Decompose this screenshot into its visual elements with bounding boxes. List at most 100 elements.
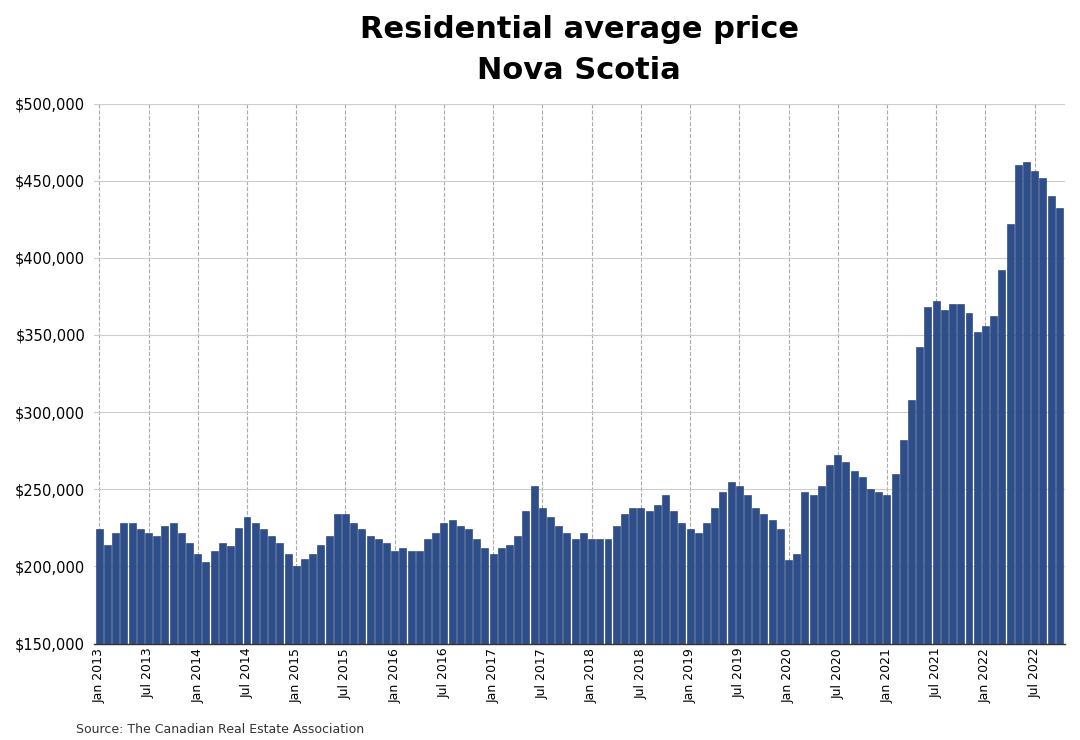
Bar [121,523,127,740]
Bar [260,529,267,740]
Bar [235,528,242,740]
Bar [162,526,168,740]
Bar [465,529,472,740]
Bar [735,486,743,740]
Bar [630,508,636,740]
Bar [810,496,816,740]
Bar [507,545,513,740]
Bar [334,514,341,740]
Bar [137,529,144,740]
Bar [974,332,981,740]
Bar [867,489,874,740]
Bar [252,523,259,740]
Bar [489,554,497,740]
Bar [284,554,292,740]
Bar [211,551,218,740]
Bar [1015,165,1022,740]
Bar [671,511,677,740]
Bar [194,554,201,740]
Bar [653,505,661,740]
Bar [596,539,604,740]
Bar [580,533,586,740]
Bar [441,523,447,740]
Bar [687,529,693,740]
Bar [719,492,727,740]
Bar [482,548,488,740]
Bar [900,440,907,740]
Bar [998,270,1005,740]
Bar [325,536,333,740]
Bar [145,533,152,740]
Bar [883,496,890,740]
Bar [818,486,825,740]
Bar [703,523,710,740]
Bar [104,545,111,740]
Bar [793,554,800,740]
Bar [243,517,251,740]
Bar [366,536,374,740]
Bar [424,539,431,740]
Bar [530,486,538,740]
Bar [407,551,415,740]
Bar [785,560,792,740]
Bar [949,304,956,740]
Bar [982,326,989,740]
Bar [637,508,645,740]
Bar [391,551,399,740]
Bar [621,514,627,740]
Bar [153,536,160,740]
Bar [318,545,324,740]
Bar [301,559,308,740]
Bar [752,508,759,740]
Bar [416,551,422,740]
Bar [473,539,481,740]
Bar [908,400,915,740]
Bar [276,543,283,740]
Bar [571,539,579,740]
Bar [227,546,234,740]
Bar [826,465,833,740]
Bar [293,567,300,740]
Bar [605,539,611,740]
Bar [359,529,365,740]
Bar [694,533,702,740]
Bar [350,523,357,740]
Bar [112,533,119,740]
Text: Source: The Canadian Real Estate Association: Source: The Canadian Real Estate Associa… [76,723,364,736]
Bar [612,526,620,740]
Bar [178,533,185,740]
Bar [924,307,931,740]
Bar [957,304,964,740]
Bar [548,517,554,740]
Bar [728,482,734,740]
Bar [1023,162,1030,740]
Bar [514,536,522,740]
Bar [219,543,226,740]
Bar [1056,209,1063,740]
Bar [777,529,784,740]
Bar [916,347,923,740]
Bar [834,455,841,740]
Bar [842,462,850,740]
Bar [170,523,177,740]
Bar [851,471,858,740]
Bar [933,301,940,740]
Bar [769,520,775,740]
Bar [859,477,866,740]
Bar [1039,178,1047,740]
Bar [383,543,390,740]
Bar [342,514,349,740]
Bar [555,526,563,740]
Bar [589,539,595,740]
Title: Residential average price
Nova Scotia: Residential average price Nova Scotia [360,15,799,84]
Bar [1031,172,1038,740]
Bar [539,508,545,740]
Bar [646,511,652,740]
Bar [564,533,570,740]
Bar [966,313,972,740]
Bar [375,539,381,740]
Bar [801,492,809,740]
Bar [662,496,669,740]
Bar [1048,196,1054,740]
Bar [400,548,406,740]
